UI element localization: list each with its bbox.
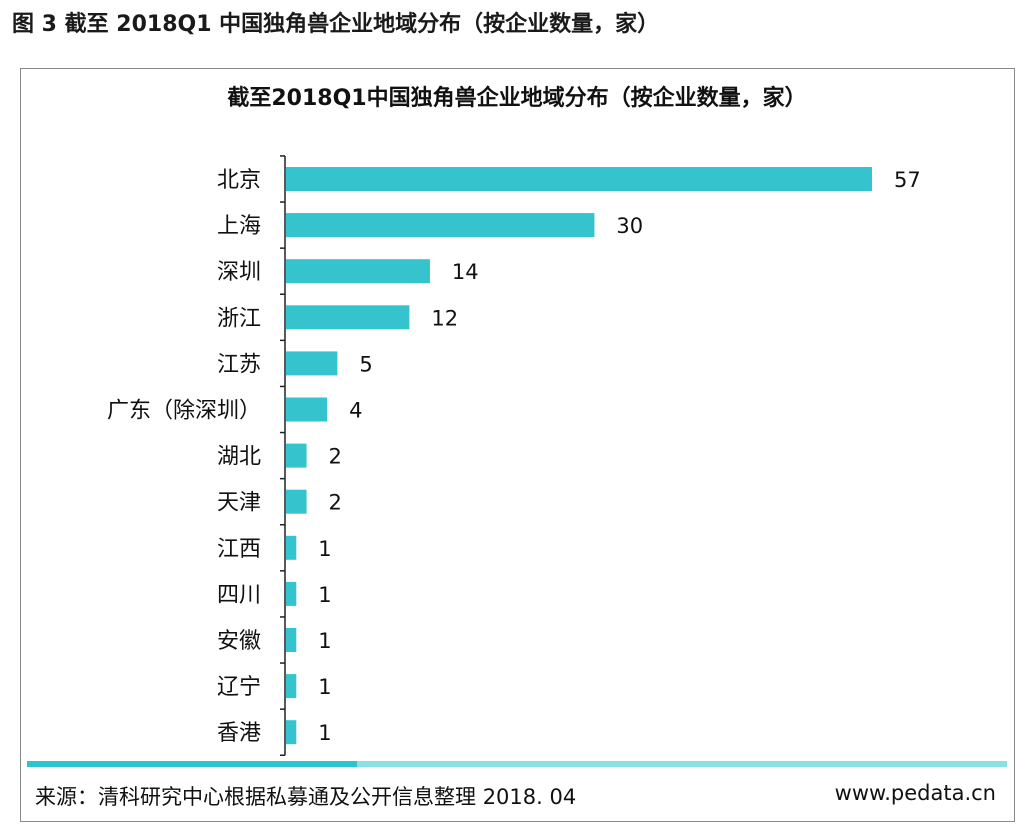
bar (286, 581, 297, 606)
bottom-rule (27, 761, 1007, 767)
category-label: 天津 (217, 491, 261, 516)
bar (286, 213, 595, 238)
category-label: 广东（除深圳） (107, 399, 261, 424)
bar (286, 167, 872, 191)
source-date: 2018. 04 (482, 785, 577, 809)
bar (286, 259, 430, 284)
labels-layer: 北京 57 上海 30 深圳 14 浙江 12 江苏 5 广东（除深圳） 4 湖北 2 天津 2 江西 1 四川 1 安… (107, 168, 921, 746)
category-label: 浙江 (217, 306, 261, 331)
category-label: 深圳 (217, 260, 261, 285)
value-label: 1 (318, 537, 331, 561)
value-label: 1 (318, 721, 331, 745)
category-label: 江西 (217, 537, 261, 562)
value-label: 14 (452, 260, 479, 284)
bar (286, 397, 328, 422)
value-label: 4 (349, 399, 362, 423)
category-label: 安徽 (217, 629, 261, 654)
category-label: 北京 (217, 168, 261, 193)
category-label: 四川 (217, 583, 261, 608)
bar (286, 305, 410, 330)
category-label: 上海 (217, 214, 261, 239)
chart-title: 截至2018Q1中国独角兽企业地域分布（按企业数量，家） (227, 85, 806, 111)
bar-chart: 截至2018Q1中国独角兽企业地域分布（按企业数量，家） 北京 57 上海 30 深圳 1… (107, 85, 921, 756)
value-label: 2 (329, 445, 342, 469)
bar (286, 443, 307, 468)
source-text: 来源：清科研究中心根据私募通及公开信息整理 (35, 785, 476, 809)
chart-frame: 截至2018Q1中国独角兽企业地域分布（按企业数量，家） 北京 57 上海 30 深圳 1… (20, 68, 1015, 822)
bottom-rule-accent (27, 761, 357, 767)
source-site: www.pedata.cn (834, 781, 996, 805)
bars-layer (286, 167, 872, 745)
source-note: 来源：清科研究中心根据私募通及公开信息整理 2018. 04 (35, 781, 576, 811)
axis-layer (280, 155, 286, 756)
value-label: 1 (318, 583, 331, 607)
bar (286, 351, 338, 376)
figure-caption: 图 3 截至 2018Q1 中国独角兽企业地域分布（按企业数量，家） (12, 12, 660, 37)
category-label: 香港 (217, 721, 261, 746)
value-label: 1 (318, 675, 331, 699)
bar (286, 628, 297, 652)
value-label: 2 (329, 491, 342, 515)
bar (286, 489, 307, 514)
category-label: 湖北 (217, 445, 261, 470)
value-label: 5 (359, 352, 372, 376)
category-label: 江苏 (217, 352, 261, 377)
value-label: 12 (431, 306, 458, 330)
value-label: 30 (616, 214, 643, 238)
bar (286, 535, 297, 560)
bar (286, 674, 297, 699)
category-label: 辽宁 (217, 675, 261, 700)
value-label: 1 (318, 629, 331, 653)
bar (286, 720, 297, 745)
value-label: 57 (894, 168, 921, 192)
